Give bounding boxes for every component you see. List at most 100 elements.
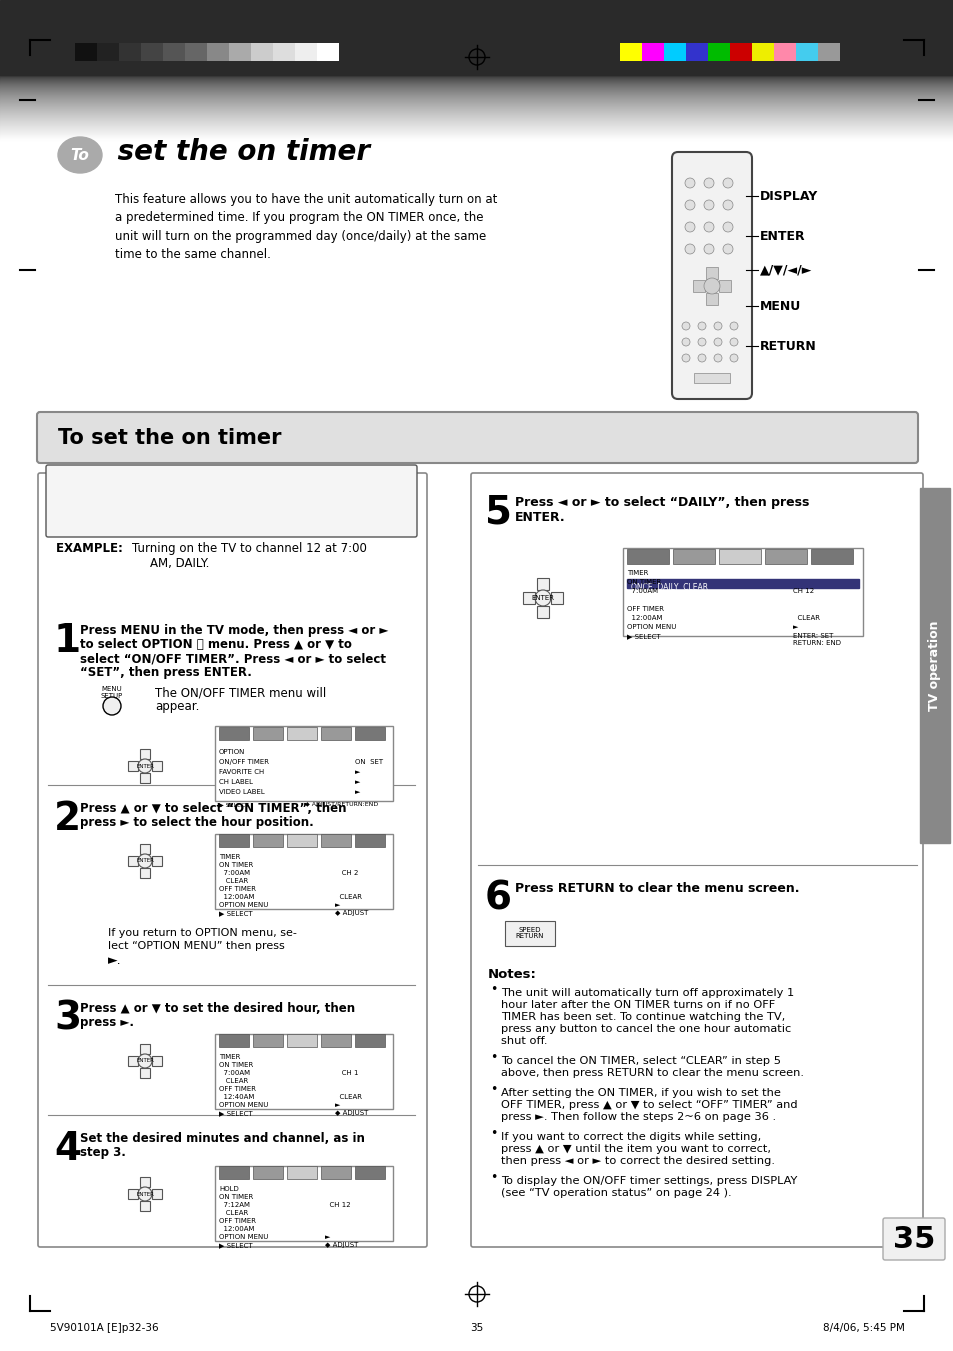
Circle shape [729, 322, 738, 330]
Bar [229, 43, 251, 61]
Circle shape [722, 245, 732, 254]
Text: to select OPTION ⓕ menu. Press ▲ or ▼ to: to select OPTION ⓕ menu. Press ▲ or ▼ to [80, 638, 352, 651]
Text: CH 12: CH 12 [792, 588, 813, 594]
Text: FAVORITE CH: FAVORITE CH [219, 769, 264, 775]
Bar [0, 0, 953, 76]
Text: CLEAR: CLEAR [219, 1210, 248, 1216]
Text: ON TIMER: ON TIMER [626, 580, 660, 585]
Circle shape [698, 354, 705, 362]
Text: 35: 35 [470, 1323, 483, 1333]
Circle shape [138, 854, 152, 867]
Bar [504, 921, 555, 946]
Bar [551, 592, 562, 604]
Bar [273, 43, 294, 61]
Circle shape [729, 338, 738, 346]
Text: ►.: ►. [108, 954, 121, 967]
Bar [97, 43, 119, 61]
Text: 7:00AM: 7:00AM [219, 870, 250, 875]
Text: ENTER: ENTER [760, 230, 804, 242]
Text: 5V90101A [E]p32-36: 5V90101A [E]p32-36 [50, 1323, 158, 1333]
Text: ON TIMER: ON TIMER [219, 862, 253, 867]
Bar [214, 1034, 393, 1109]
FancyBboxPatch shape [38, 473, 427, 1247]
Bar [773, 43, 795, 61]
Text: ►: ► [355, 769, 360, 775]
Bar [705, 267, 718, 280]
Bar [287, 727, 316, 740]
Text: TIMER: TIMER [219, 1054, 240, 1061]
Text: •: • [490, 984, 497, 997]
Text: ▲/▼/◄/►: ▲/▼/◄/► [760, 263, 812, 277]
Text: “SET”, then press ENTER.: “SET”, then press ENTER. [80, 666, 252, 680]
Text: 35: 35 [892, 1225, 934, 1255]
Text: CLEAR: CLEAR [335, 894, 361, 900]
Circle shape [681, 354, 689, 362]
Bar [355, 1166, 385, 1179]
Bar [214, 725, 393, 801]
Circle shape [703, 245, 713, 254]
Bar [320, 727, 351, 740]
Text: ENTER: ENTER [136, 1058, 153, 1063]
Text: OFF TIMER: OFF TIMER [219, 886, 255, 892]
Text: ►: ► [325, 1233, 330, 1240]
Circle shape [722, 222, 732, 232]
Text: 6: 6 [484, 880, 512, 917]
Bar [320, 1166, 351, 1179]
Bar [128, 761, 138, 771]
Text: CLEAR: CLEAR [219, 1078, 248, 1084]
Text: CLEAR: CLEAR [792, 615, 820, 621]
Circle shape [713, 338, 721, 346]
Circle shape [703, 278, 720, 295]
Text: CH 2: CH 2 [335, 870, 358, 875]
Text: •: • [490, 1128, 497, 1140]
Bar [128, 1189, 138, 1198]
Text: To set the on timer: To set the on timer [58, 427, 281, 447]
Bar [140, 748, 150, 759]
Text: ►: ► [355, 780, 360, 785]
Bar [140, 1069, 150, 1078]
Text: ◆ ADJUST: ◆ ADJUST [335, 1111, 368, 1116]
Text: OPTION: OPTION [219, 748, 245, 755]
Ellipse shape [58, 136, 102, 173]
Text: ▶ SELECT: ▶ SELECT [219, 1242, 253, 1248]
Text: set the on timer: set the on timer [108, 138, 370, 166]
Text: •: • [490, 1051, 497, 1065]
Text: CH 1: CH 1 [335, 1070, 358, 1075]
Text: TIMER has been set. To continue watching the TV,: TIMER has been set. To continue watching… [500, 1012, 784, 1021]
Bar [522, 592, 535, 604]
Bar [152, 1056, 162, 1066]
Text: CLEAR: CLEAR [219, 878, 248, 884]
Bar [253, 834, 283, 847]
Text: To display the ON/OFF timer settings, press DISPLAY: To display the ON/OFF timer settings, pr… [500, 1175, 797, 1186]
Text: This feature allows you to have the unit automatically turn on at
a predetermine: This feature allows you to have the unit… [115, 193, 497, 262]
Bar [817, 43, 840, 61]
Text: ▶ SELECT: ▶ SELECT [219, 1111, 253, 1116]
Text: 5: 5 [484, 494, 512, 532]
Circle shape [681, 322, 689, 330]
Bar [140, 844, 150, 854]
Text: OFF TIMER, press ▲ or ▼ to select “OFF” TIMER” and: OFF TIMER, press ▲ or ▼ to select “OFF” … [500, 1100, 797, 1111]
FancyBboxPatch shape [46, 465, 416, 536]
Text: TV operation: TV operation [927, 620, 941, 711]
Circle shape [535, 590, 551, 607]
Bar [685, 43, 707, 61]
Bar [537, 578, 548, 590]
Bar [626, 549, 668, 563]
Bar [185, 43, 207, 61]
Circle shape [698, 338, 705, 346]
Bar [152, 761, 162, 771]
Text: CLEAR: CLEAR [335, 1094, 361, 1100]
Circle shape [703, 178, 713, 188]
Circle shape [722, 178, 732, 188]
Text: 3: 3 [54, 1000, 81, 1038]
Bar [75, 43, 97, 61]
Text: CH LABEL: CH LABEL [219, 780, 253, 785]
Bar [207, 43, 229, 61]
Text: ON TIMER: ON TIMER [219, 1194, 253, 1200]
Text: ENTER: ENTER [136, 858, 153, 863]
Bar [626, 580, 858, 588]
Text: press ► to select the hour position.: press ► to select the hour position. [80, 816, 314, 830]
Text: 12:40AM: 12:40AM [219, 1094, 254, 1100]
Text: CH 12: CH 12 [325, 1202, 351, 1208]
Bar [219, 1034, 249, 1047]
